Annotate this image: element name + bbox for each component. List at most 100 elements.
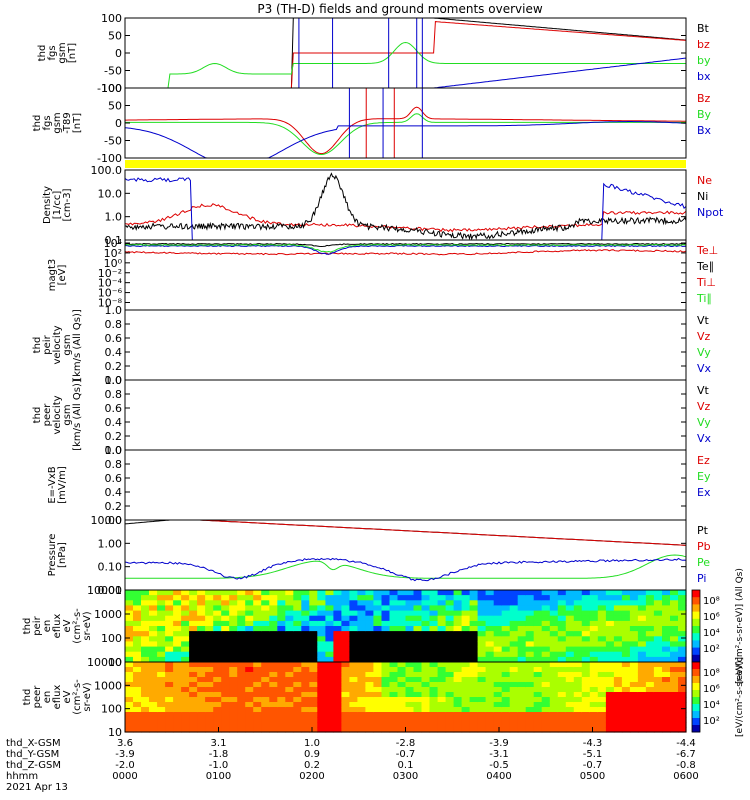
ylabel-line: E=-VxB bbox=[47, 466, 58, 503]
xrow-value: -0.8 bbox=[676, 760, 696, 771]
legend-Pb: Pb bbox=[697, 540, 711, 553]
ytick-label: 0.0 bbox=[105, 514, 123, 527]
legend-Vz: Vz bbox=[697, 330, 711, 343]
legend-Vt: Vt bbox=[697, 314, 710, 327]
legend-Ex: Ex bbox=[697, 486, 711, 499]
figure-title: P3 (TH-D) fields and ground moments over… bbox=[257, 2, 542, 16]
xrow-value: -2.8 bbox=[396, 738, 416, 749]
ytick-label: 10.0 bbox=[98, 187, 123, 200]
series-Pt bbox=[124, 519, 687, 546]
series-Ti-par bbox=[124, 243, 687, 253]
ytick-label: 10² bbox=[104, 247, 122, 260]
ylabel-line: [nT] bbox=[67, 43, 78, 63]
xrow-value: -1.8 bbox=[209, 749, 229, 760]
ytick-label: 0.8 bbox=[105, 458, 123, 471]
ytick-label: 1.0 bbox=[105, 444, 123, 457]
ylabel-line: peir bbox=[32, 615, 43, 635]
ytick-label: 1.0 bbox=[105, 304, 123, 317]
legend-bz: bz bbox=[697, 38, 710, 51]
xrow-label: thd_Y-GSM bbox=[6, 749, 59, 760]
ytick-label: 50 bbox=[108, 100, 122, 113]
series-Bz bbox=[125, 106, 686, 155]
ytick-label: -100 bbox=[97, 152, 122, 165]
x-axis: thd_X-GSM 3.6 3.1 1.0 -2.8 -3.9 -4.3 -4.4 thd_Y-… bbox=[6, 727, 699, 793]
ylabel-line: peir bbox=[42, 334, 53, 354]
ylabel-line: [cm-3] bbox=[62, 188, 73, 221]
ylabel-line: fgs bbox=[47, 45, 58, 60]
colorbar-tick: 10⁴ bbox=[703, 700, 720, 711]
ytick-label: 0.10 bbox=[98, 561, 123, 574]
xrow-value: 3.6 bbox=[117, 738, 133, 749]
xrow-value: -2.0 bbox=[115, 760, 135, 771]
ylabel-line: gsm bbox=[52, 112, 63, 133]
ylabel-line: [km/s (All Qs)] bbox=[72, 309, 83, 381]
ytick-label: -100 bbox=[97, 82, 122, 95]
xrow-value: 0000 bbox=[112, 771, 137, 782]
xrow-value: -4.3 bbox=[583, 738, 603, 749]
xrow-label: thd_X-GSM bbox=[6, 738, 61, 749]
ytick-label: 10⁻⁶ bbox=[98, 287, 123, 300]
ytick-label: 0.2 bbox=[105, 360, 123, 373]
colorbar-tick: 10⁸ bbox=[703, 596, 720, 607]
ylabel-line: [1/cc] bbox=[52, 191, 63, 220]
ylabel-line: thd bbox=[32, 115, 43, 132]
ylabel-line: velocity bbox=[52, 325, 63, 364]
ylabel-line: [mV/m] bbox=[57, 466, 68, 504]
colorbar-tick: 10⁶ bbox=[703, 612, 720, 623]
legend-Pi: Pi bbox=[697, 572, 706, 585]
xrow-label: hhmm bbox=[6, 771, 38, 782]
ytick-label: 10.00 bbox=[91, 514, 123, 527]
ytick-label: 10 bbox=[108, 726, 122, 739]
ylabel-line: sr-eV) bbox=[82, 611, 93, 640]
legend-By: By bbox=[697, 108, 712, 121]
ylabel-line: -T89 bbox=[62, 112, 73, 134]
xrow-value: 0100 bbox=[206, 771, 231, 782]
ytick-label: 1.0 bbox=[105, 374, 123, 387]
series-Pe bbox=[125, 554, 687, 579]
xrow-value: -3.9 bbox=[115, 749, 135, 760]
xrow-value: 0400 bbox=[486, 771, 511, 782]
legend-Ni: Ni bbox=[697, 190, 708, 203]
ylabel-line: (cm²-s- bbox=[72, 679, 83, 715]
legend-Ey: Ey bbox=[697, 470, 711, 483]
legend-Vt: Vt bbox=[697, 384, 710, 397]
ylabel-line: [nPa] bbox=[57, 542, 68, 568]
series-By bbox=[125, 113, 686, 156]
ytick-label: 0.6 bbox=[105, 332, 123, 345]
ytick-label: 100 bbox=[101, 12, 122, 25]
ylabel-line: thd bbox=[22, 618, 33, 635]
ylabel-line: en bbox=[42, 620, 53, 633]
quality-bar bbox=[125, 160, 686, 168]
ylabel-line: thd bbox=[32, 337, 43, 354]
ytick-label: 10 bbox=[108, 656, 122, 669]
xrow-value: 0500 bbox=[580, 771, 605, 782]
colorbar-tick: 10⁴ bbox=[703, 628, 720, 639]
panel-2: 100.0 10.0 1.0 0.1 Density [1/cc] [cm-3] Ne Ni Np… bbox=[42, 164, 724, 247]
panel-1: 100 50 0 -50 -100 thd fgs gsm -T89 [nT] Bz By Bx bbox=[32, 82, 712, 165]
ylabel-line: [km/s (All Qs)] bbox=[72, 379, 83, 451]
ylabel-line: sr-eV) bbox=[82, 682, 93, 711]
legend-Npot: Npot bbox=[697, 206, 724, 219]
legend-Bz: Bz bbox=[697, 92, 711, 105]
legend-Ez: Ez bbox=[697, 454, 710, 467]
ytick-label: 50 bbox=[108, 30, 122, 43]
ytick-label: 10⁻⁸ bbox=[98, 297, 123, 310]
series-by bbox=[125, 41, 686, 89]
ytick-label: 10⁻² bbox=[98, 267, 122, 280]
panel-9: 10000 1000 100 10 thd peer en eflux eV (cm²-s-sr-… bbox=[22, 656, 745, 739]
colorbar-2 bbox=[691, 661, 701, 733]
series-bz bbox=[125, 21, 687, 89]
ytick-label: 0.4 bbox=[105, 486, 123, 499]
colorbar-1 bbox=[691, 589, 701, 663]
xrow-value: 0.9 bbox=[304, 749, 320, 760]
xrow-value: -3.9 bbox=[489, 738, 509, 749]
ylabel-line: [nT] bbox=[72, 113, 83, 133]
xrow-value: -0.7 bbox=[583, 760, 603, 771]
ylabel-line: thd bbox=[22, 689, 33, 706]
ylabel-line: fgs bbox=[42, 115, 53, 130]
xrow-value: 0.1 bbox=[398, 760, 414, 771]
colorbar-tick: 10² bbox=[703, 644, 720, 655]
xrow-value: -0.5 bbox=[489, 760, 509, 771]
legend-Ti∥: Ti∥ bbox=[696, 292, 712, 305]
